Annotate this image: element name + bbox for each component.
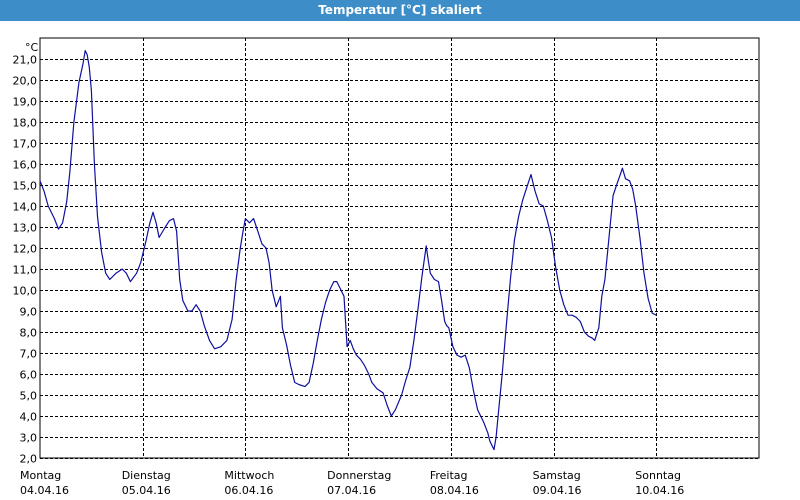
x-tick-date: 07.04.16 [327,484,376,497]
y-tick-label: 21,0 [13,54,38,67]
x-tick-date: 05.04.16 [122,484,171,497]
x-tick-day: Samstag [533,469,581,482]
x-tick-day: Donnerstag [327,469,391,482]
x-tick-day: Montag [20,469,61,482]
y-tick-label: 15,0 [13,180,38,193]
x-tick-date: 09.04.16 [533,484,582,497]
y-tick-label: 10,0 [13,285,38,298]
y-tick-label: 5,0 [20,390,38,403]
y-tick-label: 6,0 [20,369,38,382]
x-tick-date: 04.04.16 [20,484,69,497]
y-axis-unit: °C [25,41,39,54]
y-tick-label: 18,0 [13,117,38,130]
y-tick-label: 20,0 [13,75,38,88]
y-tick-label: 17,0 [13,138,38,151]
y-tick-label: 7,0 [20,348,38,361]
x-tick-day: Mittwoch [224,469,274,482]
window-title: Temperatur [°C] skaliert [0,0,800,21]
x-tick-day: Sonntag [635,469,681,482]
x-tick-date: 08.04.16 [430,484,479,497]
y-tick-label: 19,0 [13,96,38,109]
y-tick-label: 16,0 [13,159,38,172]
y-tick-label: 4,0 [20,411,38,424]
y-tick-label: 2,0 [20,453,38,466]
temperature-chart: 2,0 3,0 4,0 5,0 6,0 7,0 8,0 9,0 10,0 11,0 12,0 13,0… [13,37,760,497]
y-tick-label: 12,0 [13,243,38,256]
y-tick-label: 3,0 [20,432,38,445]
plot-frame [39,37,760,459]
y-tick-label: 13,0 [13,222,38,235]
y-tick-label: 11,0 [13,264,38,277]
x-tick-date: 06.04.16 [224,484,273,497]
x-tick-day: Freitag [430,469,468,482]
temperature-series-line [39,50,657,451]
y-tick-label: 14,0 [13,201,38,214]
x-tick-day: Dienstag [122,469,171,482]
x-tick-date: 10.04.16 [635,484,684,497]
y-tick-label: 9,0 [20,306,38,319]
y-tick-label: 8,0 [20,327,38,340]
